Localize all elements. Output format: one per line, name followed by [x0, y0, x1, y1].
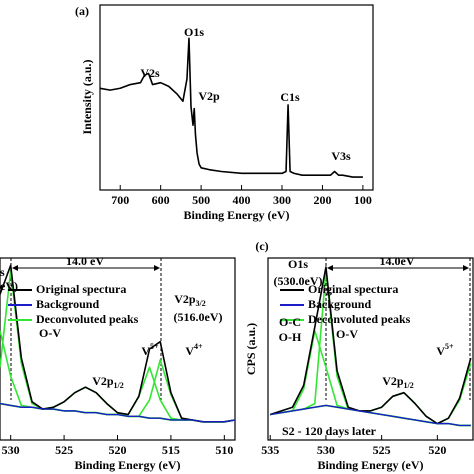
annotation-text: S2 - 120 days later: [282, 424, 377, 438]
x-tick-label: 535: [261, 443, 279, 457]
annotation-text: V2p: [174, 292, 196, 306]
annotation: O-V: [336, 327, 358, 341]
annotation: V2p3/2: [174, 292, 206, 309]
annotation: V4+: [185, 342, 203, 357]
y-axis-label: CPS (a.u.): [244, 323, 258, 375]
legend-label: Deconvoluted peaks: [36, 312, 139, 326]
x-tick-label: 600: [152, 193, 170, 207]
x-axis-label: Binding Energy (eV): [317, 458, 423, 472]
annotation: V2s: [140, 66, 160, 80]
annotation-text: O-H: [279, 330, 302, 344]
annotation: C1s: [280, 90, 300, 104]
annotation-text: V: [141, 344, 150, 358]
annotation-subscript: 3/2: [196, 299, 206, 308]
spectrum-line: [100, 37, 363, 178]
annotation: O-C: [279, 315, 301, 329]
annotation-superscript: 5+: [445, 342, 454, 351]
annotation-text: V2s: [140, 66, 160, 80]
annotation-text: 14.0 eV: [66, 254, 104, 268]
x-tick-label: 520: [428, 443, 446, 457]
annotation-text: (516.0eV): [174, 310, 223, 324]
annotation: s: [0, 265, 5, 279]
annotation: (516.0eV): [174, 310, 223, 324]
legend-label: Deconvoluted peaks: [308, 312, 411, 326]
y-axis-label: Intensity (a.u.): [80, 59, 94, 134]
x-tick-label: 100: [354, 193, 372, 207]
plot-area: [0, 264, 235, 423]
x-tick-label: 525: [373, 443, 391, 457]
annotation-superscript: 4+: [194, 342, 203, 351]
legend-label: Background: [36, 297, 99, 311]
x-tick-label: 300: [273, 193, 291, 207]
annotation: 14.0eV: [380, 254, 415, 268]
annotation: V2p1/2: [92, 374, 124, 391]
x-axis-label: Binding Energy (eV): [183, 208, 289, 222]
annotation-text: O1s: [288, 257, 308, 271]
plot-area: [100, 37, 363, 178]
annotation-text: 14.0eV: [380, 254, 415, 268]
annotation-text: s: [0, 265, 5, 279]
peak-curve: [0, 366, 235, 423]
plot-frame: [267, 257, 474, 441]
spectrum-line: [0, 402, 235, 423]
annotation-text: O-V: [336, 327, 358, 341]
x-tick-label: 700: [111, 193, 129, 207]
annotation-subscript: 1/2: [404, 381, 414, 390]
annotation-text: V2p: [92, 374, 114, 388]
annotation-text: V3s: [331, 149, 351, 163]
annotation-text: O-C: [279, 315, 301, 329]
annotation-subscript: 1/2: [114, 381, 124, 390]
annotation-superscript: 5+: [150, 342, 159, 351]
x-tick-label: 500: [192, 193, 210, 207]
annotation: V5+: [436, 342, 454, 357]
annotation-text: O1s: [184, 25, 204, 39]
x-tick-label: 520: [109, 443, 127, 457]
annotation-text: V2p: [198, 89, 220, 103]
x-tick-label: 525: [55, 443, 73, 457]
annotation: O1s: [184, 25, 204, 39]
legend-label: Original spectura: [308, 282, 398, 296]
annotation-text: (530.0eV): [274, 274, 323, 288]
legend-label: Original spectura: [36, 282, 126, 296]
legend-label: Background: [308, 297, 371, 311]
annotation: S2 - 120 days later: [282, 424, 377, 438]
annotation-text: eV): [0, 279, 18, 293]
annotation: V3s: [331, 149, 351, 163]
panel-label: (a): [75, 4, 89, 18]
x-axis-label: Binding Energy (eV): [74, 458, 180, 472]
x-tick-label: 530: [2, 443, 20, 457]
x-tick-label: 400: [233, 193, 251, 207]
annotation: O1s: [288, 257, 308, 271]
plot-frame: [99, 4, 374, 191]
x-tick-label: 200: [313, 193, 331, 207]
annotation-text: V2p: [382, 374, 404, 388]
spectrum-line: [270, 404, 471, 427]
annotation: 14.0 eV: [66, 254, 104, 268]
annotation: (530.0eV): [274, 274, 323, 288]
annotation: O-H: [279, 330, 302, 344]
annotation-text: O-V: [39, 326, 61, 340]
x-tick-label: 530: [317, 443, 335, 457]
plot-area: [269, 266, 472, 427]
annotation: V2p: [198, 89, 220, 103]
annotation: V2p1/2: [382, 374, 414, 391]
panel-label: (c): [255, 239, 268, 253]
x-tick-label: 515: [162, 443, 180, 457]
annotation-text: V: [185, 344, 194, 358]
annotation-text: V: [436, 344, 445, 358]
x-tick-label: 510: [215, 443, 233, 457]
annotation: V5+: [141, 342, 159, 357]
annotation: O-V: [39, 326, 61, 340]
annotation-text: C1s: [280, 90, 300, 104]
annotation: eV): [0, 279, 18, 293]
